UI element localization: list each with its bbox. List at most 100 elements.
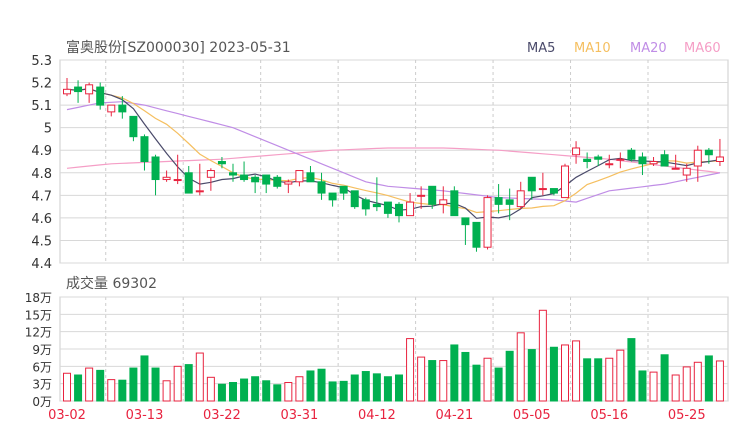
candle (129, 115, 138, 142)
candle (383, 201, 392, 218)
volume-bar (627, 338, 636, 402)
price-tick-label: 5 (44, 122, 52, 137)
candle (251, 175, 260, 194)
volume-bar (206, 376, 215, 402)
legend-ma20: MA20 (630, 41, 667, 56)
candle-body (704, 149, 713, 156)
volume-bar (406, 338, 415, 402)
volume-bar (184, 364, 193, 402)
volume-bar (361, 371, 370, 402)
candle (184, 166, 193, 194)
volume-bar (284, 382, 293, 402)
candle-body (284, 181, 293, 185)
candle-body (428, 185, 437, 205)
candle-body (273, 176, 282, 187)
volume-bar (594, 358, 603, 402)
candle-body (516, 190, 525, 208)
volume-grid: 18万 15万 12万 9万 6万 3万 0万 (25, 291, 729, 409)
candle (339, 185, 348, 200)
candle-body (229, 172, 237, 176)
candle-body (140, 136, 149, 162)
volume-tick-label: 3万 (32, 378, 52, 392)
volume-bar (428, 360, 437, 402)
candle (594, 154, 603, 167)
candle-body (195, 190, 204, 193)
candle-body (240, 174, 249, 181)
candle (417, 186, 426, 209)
volume-bar (704, 355, 713, 402)
candle (472, 221, 481, 252)
candle-body (151, 156, 160, 181)
moving-average-lines (66, 87, 721, 219)
legend-ma5: MA5 (527, 41, 555, 56)
candle (361, 197, 370, 216)
price-tick-label: 4.6 (31, 212, 52, 227)
candle (638, 152, 647, 176)
candle-body (715, 156, 724, 163)
candle-body (251, 176, 260, 183)
price-tick-label: 4.7 (31, 189, 52, 204)
candle-body (383, 201, 392, 214)
price-tick-label: 4.8 (31, 167, 52, 182)
candle (162, 170, 171, 182)
candle (350, 190, 359, 209)
volume-bar (461, 351, 470, 402)
candle (395, 202, 403, 223)
price-tick-label: 4.5 (31, 234, 52, 249)
candle (195, 163, 204, 196)
volume-tick-label: 9万 (32, 343, 52, 357)
candle-body (549, 188, 558, 194)
candle-body (682, 167, 691, 176)
volume-bar (217, 383, 226, 402)
candle (206, 168, 215, 191)
candle (450, 186, 459, 217)
volume-bar (173, 365, 182, 402)
candle (428, 185, 437, 209)
volume-bar (240, 378, 249, 402)
candle-body (693, 149, 702, 167)
candle (118, 96, 127, 119)
candle (273, 175, 282, 189)
ma20-line (66, 101, 721, 203)
volume-bar (505, 350, 514, 402)
volume-bar (295, 376, 304, 402)
candle-body (118, 104, 127, 113)
candle-body (572, 147, 581, 156)
candle (262, 174, 271, 194)
ma10-line (66, 87, 720, 214)
volume-bar (638, 370, 647, 402)
candle-body (605, 163, 614, 166)
candle-body (406, 201, 415, 217)
chart-title: 富奥股份[SZ000030] 2023-05-31 (66, 39, 291, 56)
candle-body (660, 154, 669, 167)
candle (173, 154, 182, 185)
price-tick-label: 5.3 (31, 54, 52, 69)
candle (229, 163, 237, 182)
volume-bar (516, 332, 525, 402)
candle-body (339, 185, 348, 194)
date-label: 03-13 (126, 408, 164, 423)
volume-bars (63, 309, 724, 402)
candle (107, 104, 116, 117)
volume-bar (671, 374, 680, 402)
volume-tick-label: 6万 (32, 360, 52, 374)
candle-body (317, 181, 326, 194)
candle-body (350, 190, 359, 208)
volume-bar (151, 367, 160, 402)
volume-bar (251, 376, 260, 402)
candle (306, 166, 315, 183)
candle-body (96, 86, 105, 106)
volume-bar (118, 379, 127, 402)
volume-bar (616, 349, 625, 402)
volume-bar (96, 369, 105, 402)
candle (406, 193, 415, 217)
date-label: 03-02 (48, 408, 86, 423)
candle (63, 78, 71, 97)
price-grid: 5.3 5.2 5.1 5 4.9 4.8 4.7 4.6 4.5 4.4 (31, 54, 729, 401)
candle (704, 147, 713, 164)
volume-bar (306, 370, 315, 402)
candle-body (107, 104, 116, 113)
volume-bar (649, 371, 658, 402)
candle-body (649, 161, 658, 165)
